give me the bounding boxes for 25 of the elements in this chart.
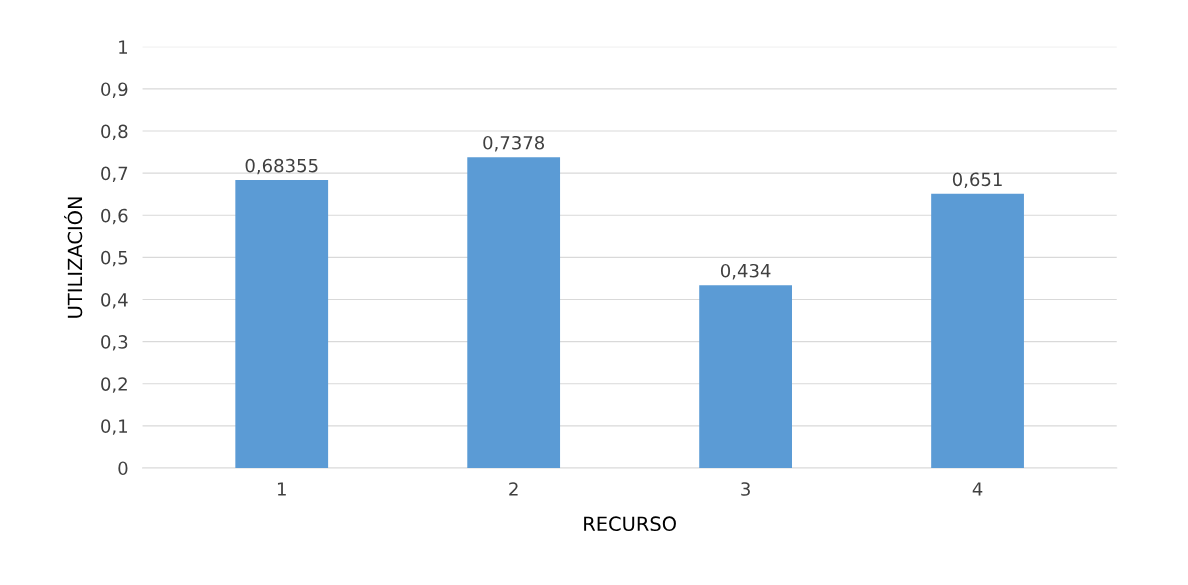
data-label: 0,68355 bbox=[245, 158, 318, 175]
y-axis-title: UTILIZACIÓN bbox=[64, 197, 83, 318]
bar bbox=[467, 157, 561, 468]
x-tick-label: 2 bbox=[509, 482, 518, 496]
x-tick-label: 3 bbox=[741, 482, 750, 496]
x-tick-label: 1 bbox=[277, 482, 286, 496]
y-tick-label: 0,7 bbox=[101, 166, 128, 183]
y-tick-label: 0,2 bbox=[101, 377, 127, 393]
y-tick-label: 0,1 bbox=[101, 419, 127, 435]
data-label: 0,434 bbox=[720, 263, 771, 280]
y-tick-label: 0,4 bbox=[101, 292, 128, 309]
bar bbox=[931, 193, 1024, 468]
y-tick-label: 1 bbox=[119, 40, 127, 54]
y-tick-label: 0,3 bbox=[101, 335, 128, 351]
x-axis-title: RECURSO bbox=[584, 516, 676, 532]
bar bbox=[699, 285, 792, 468]
y-tick-label: 0,6 bbox=[101, 208, 128, 225]
y-tick-label: 0,8 bbox=[101, 124, 128, 140]
y-tick-label: 0,9 bbox=[101, 82, 128, 98]
y-tick-label: 0 bbox=[118, 461, 128, 476]
y-tick-label: 0,5 bbox=[101, 250, 128, 267]
data-label: 0,7378 bbox=[483, 135, 545, 152]
data-label: 0,651 bbox=[952, 172, 1002, 188]
x-tick-label: 4 bbox=[972, 482, 983, 496]
bar bbox=[235, 180, 329, 468]
